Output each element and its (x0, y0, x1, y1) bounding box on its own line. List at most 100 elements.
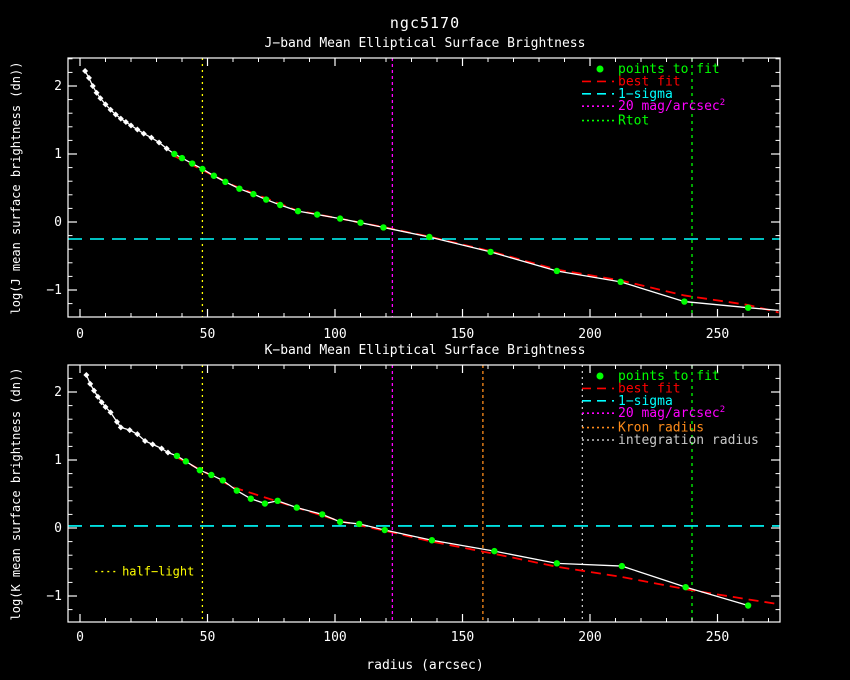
k-band-white-point-marker (164, 449, 171, 456)
k-band-white-point-marker (98, 399, 105, 406)
j-band-fit-point-marker (210, 172, 218, 179)
k-band-y-tick-label: 2 (54, 385, 62, 400)
k-band-y-tick-label: −1 (46, 589, 62, 604)
j-band-x-tick-label: 50 (200, 327, 216, 342)
k-band-y-tick-label: 0 (54, 521, 62, 536)
k-band-fit-point-marker (196, 467, 204, 474)
j-band-y-tick-label: 1 (54, 147, 62, 162)
k-band-plot-frame (67, 364, 781, 623)
k-band-white-point-marker (87, 380, 94, 387)
j-band-fit-point-marker (681, 298, 688, 305)
j-band-white-point-marker (97, 95, 104, 102)
j-band-fit-point-marker (276, 201, 284, 209)
j-band-x-tick-label: 250 (706, 327, 729, 342)
k-band-fit-point-marker (744, 602, 752, 609)
j-band-white-point-marker (148, 134, 155, 141)
j-band-white-point-marker (117, 115, 124, 122)
page-title: ngc5170 (389, 14, 461, 32)
j-band-legend-label-best-fit: best fit (618, 74, 681, 89)
k-band-x-tick-label: 200 (578, 630, 601, 645)
j-band-white-point-marker (93, 89, 100, 96)
j-band-fit-point-marker (222, 178, 229, 186)
j-band-fit-point-marker (313, 211, 321, 218)
j-band-white-point-marker (156, 139, 163, 146)
j-band-white-point-marker (163, 145, 170, 152)
k-band-fit-point-marker (381, 526, 388, 534)
j-band-fit-point-marker (744, 304, 752, 311)
j-band-x-tick-label: 100 (323, 327, 346, 342)
k-band-white-point-marker (113, 418, 120, 425)
j-band-fit-point-marker (380, 224, 387, 231)
j-band-white-point-marker (89, 83, 96, 89)
j-band-legend-label-points-to-fit: points to fit (618, 62, 720, 77)
k-band-subtitle: K−band Mean Elliptical Surface Brightnes… (264, 343, 586, 358)
j-band-white-point-marker (107, 106, 114, 113)
k-band-white-point-marker (142, 437, 149, 444)
j-band-white-point-marker (140, 130, 147, 137)
j-band-white-point-marker (85, 74, 92, 81)
k-band-fit-point-marker (428, 537, 436, 544)
k-band-legend-sample-points-to-fit (596, 372, 604, 380)
j-band-fit-point-marker (250, 190, 257, 198)
j-band-white-point-marker (128, 122, 134, 129)
j-band-white-point-marker (112, 111, 119, 118)
k-band-fit-point-marker (356, 520, 363, 528)
j-band-fit-point-marker (617, 278, 624, 286)
k-band-x-tick-label: 0 (76, 630, 84, 645)
k-band-legend-label-best-fit: best fit (618, 381, 681, 396)
k-band-fit-point-marker (208, 471, 215, 479)
k-band-white-point-marker (158, 445, 165, 452)
k-band-x-tick-label: 150 (451, 630, 474, 645)
k-band-fit-point-marker (682, 583, 689, 591)
j-band-plot-frame (67, 57, 781, 318)
k-band-white-point-marker (107, 409, 114, 416)
j-band-legend-label-rtot: Rtot (618, 114, 649, 129)
k-band-best-fit-line (176, 456, 779, 606)
j-band-legend-label-1-sigma: 1−sigma (618, 87, 673, 102)
k-band-x-tick-label: 100 (323, 630, 346, 645)
k-band-fit-point-marker (553, 560, 561, 567)
k-band-white-point-marker (83, 372, 90, 378)
k-band-white-point-marker (102, 403, 109, 410)
k-band-white-point-marker (91, 387, 98, 394)
k-band-white-point-marker (149, 441, 156, 448)
k-band-x-tick-label: 250 (706, 630, 729, 645)
k-band-fit-point-marker (182, 458, 190, 465)
j-band-fit-point-marker (426, 233, 433, 241)
k-band-fit-point-marker (261, 500, 269, 507)
j-band-fit-point-marker (178, 154, 186, 162)
j-band-legend-sample-points-to-fit (596, 65, 604, 73)
j-band-fit-point-marker (357, 219, 364, 226)
k-band-legend-label-points-to-fit: points to fit (618, 369, 720, 384)
k-band-annotation-half-light: half−light (122, 565, 194, 579)
k-band-white-point-marker (126, 427, 133, 434)
j-band-y-tick-label: 2 (54, 79, 62, 94)
k-band-fit-point-marker (274, 497, 281, 504)
j-band-white-point-marker (122, 119, 129, 126)
j-band-fit-point-marker (171, 150, 178, 158)
k-band-legend-label-20-mag-arcsec: 20 mag/arcsec2 (618, 405, 725, 421)
k-band-white-point-marker (117, 424, 124, 431)
j-band-subtitle: J−band Mean Elliptical Surface Brightnes… (264, 36, 586, 51)
k-band-white-point-marker (134, 431, 141, 438)
j-band-fit-point-marker (487, 248, 494, 256)
k-band-fit-point-marker (618, 562, 626, 570)
k-band-fit-point-marker (247, 495, 255, 502)
j-band-white-point-marker (82, 68, 89, 75)
k-band-x-tick-label: 50 (200, 630, 216, 645)
j-band-fit-point-marker (262, 196, 270, 203)
j-band-y-tick-label: −1 (46, 283, 62, 298)
j-band-fit-point-marker (189, 160, 196, 167)
j-band-fit-point-marker (336, 215, 344, 222)
k-band-fit-point-marker (336, 518, 344, 526)
j-band-x-tick-label: 150 (451, 327, 474, 342)
j-band-white-point-marker (102, 101, 109, 108)
k-band-y-tick-label: 1 (54, 453, 62, 468)
x-axis-label: radius (arcsec) (366, 658, 484, 673)
j-band-x-tick-label: 200 (578, 327, 601, 342)
k-band-fit-point-marker (173, 452, 181, 460)
k-band-legend-label-kron-radius: Kron radius (618, 421, 704, 436)
k-band-y-axis-label: log(K mean surface brightness (dn)) (9, 367, 23, 621)
